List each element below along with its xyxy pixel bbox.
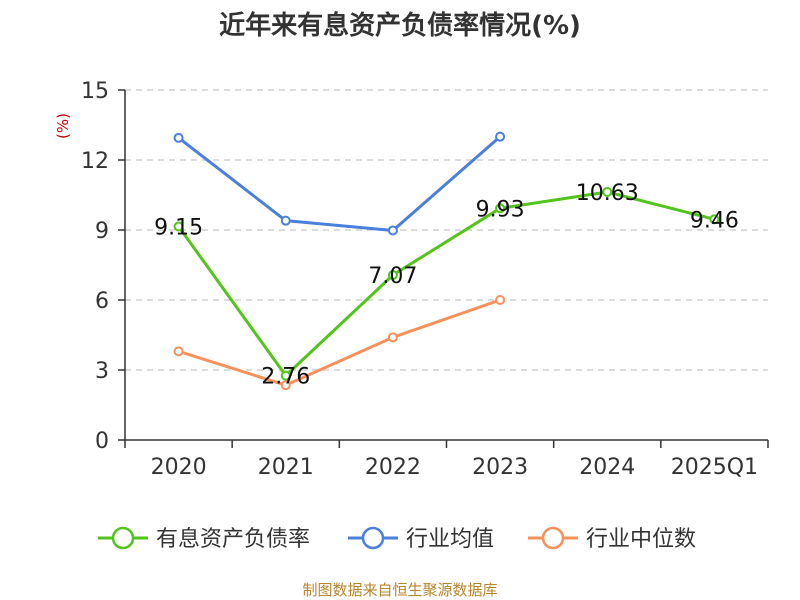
y-tick-label: 3 [95,359,109,384]
data-point [173,132,184,143]
y-axis-label: (%) [54,113,72,139]
data-point [280,215,291,226]
legend: 有息资产负债率 行业均值 行业中位数 [98,526,696,552]
data-label: 10.63 [576,181,639,206]
chart-title: 近年来有息资产负债率情况(%) [219,10,581,41]
data-point [495,295,506,305]
legend-label: 有息资产负债率 [156,527,310,552]
source-note: 制图数据来自恒生聚源数据库 [302,581,497,599]
data-point [280,380,291,391]
legend-item: 行业中位数 [528,526,696,552]
data-point [602,186,613,197]
data-point [495,131,506,142]
legend-marker [361,526,385,550]
axes: 0 3 6 9 12 15 2020 2021 2022 2023 2024 2025Q1 [81,79,769,480]
x-tick-label: 2024 [579,455,635,480]
legend-marker [541,526,565,550]
legend-item: 行业均值 [348,526,494,552]
data-label: 2.76 [261,365,310,390]
data-label: 7.07 [368,264,417,289]
legend-item: 有息资产负债率 [98,526,310,552]
data-point [387,270,398,281]
legend-marker [111,526,135,550]
data-point [173,221,184,232]
legend-label: 行业中位数 [586,527,696,552]
series-line [178,298,501,387]
data-label: 9.46 [690,208,739,233]
x-tick-label: 2020 [151,455,207,480]
x-tick-label: 2022 [365,455,421,480]
x-tick-label: 2023 [472,455,528,480]
series-line [177,135,502,232]
data-point [495,203,506,214]
y-tick-label: 9 [95,219,109,244]
legend-label: 行业均值 [406,527,494,552]
data-point [387,332,398,343]
grid [125,89,768,371]
x-tick-label: 2021 [258,455,314,480]
series-lines [173,131,720,391]
data-label: 9.93 [476,197,525,222]
y-tick-label: 0 [95,429,109,454]
x-tick-label: 2025Q1 [671,455,758,480]
data-point [280,370,291,381]
series-line [177,190,715,378]
data-labels: 9.15 2.76 7.07 9.93 10.63 9.46 [154,181,739,390]
data-point [173,346,184,357]
y-tick-label: 12 [81,149,109,174]
data-label: 9.15 [154,216,203,241]
y-tick-label: 15 [81,79,109,104]
data-point [387,225,398,236]
y-tick-label: 6 [95,289,109,314]
data-point [709,214,720,225]
